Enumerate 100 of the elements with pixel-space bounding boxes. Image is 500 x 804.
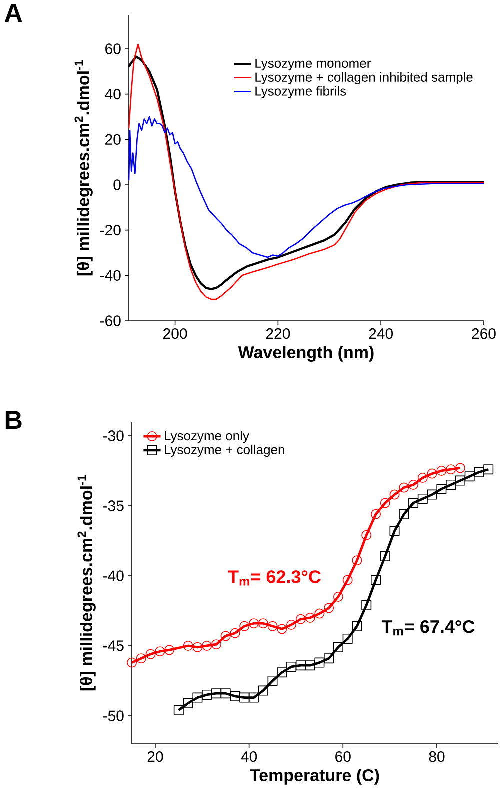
point [296, 660, 306, 671]
y-tick-label: 0 [114, 180, 121, 190]
point [268, 676, 278, 686]
point [183, 698, 194, 708]
x-tick-label: 220 [266, 328, 290, 340]
point [474, 467, 484, 478]
point [418, 473, 428, 483]
x-tick-label: 60 [336, 752, 351, 762]
legend-label: Lysozyme only [165, 431, 250, 444]
point [352, 556, 362, 566]
x-tick-label: 40 [241, 752, 258, 762]
point [427, 490, 438, 500]
point [202, 641, 212, 651]
point [399, 482, 410, 493]
point [277, 668, 288, 678]
point [390, 490, 400, 500]
point [380, 498, 390, 508]
point [408, 480, 419, 490]
point [334, 642, 344, 652]
legend-label: Lysozyme + collagen inhibited sample [256, 72, 473, 85]
x-axis-title: Wavelength (nm) [238, 346, 374, 362]
text: A [4, 4, 22, 22]
point [155, 646, 166, 657]
x-tick-label: 80 [429, 752, 445, 762]
y-tick-label: -35 [104, 500, 124, 512]
point [390, 526, 400, 536]
point [268, 621, 278, 632]
annotation: T$_{m}$= 62.3°C [228, 570, 322, 586]
point [258, 618, 268, 629]
y-axis-title: [θ] millidegrees.cm$^{2}$.dmol$^{-1}$ [74, 60, 94, 276]
point [286, 620, 297, 630]
x-tick-label: 20 [148, 752, 164, 762]
point [183, 641, 194, 651]
point [305, 612, 316, 623]
point [240, 692, 250, 703]
y-tick-label: 40 [105, 89, 121, 100]
point [230, 691, 240, 702]
point [371, 575, 382, 586]
point [484, 464, 494, 475]
point [164, 645, 175, 656]
y-tick-label: -20 [100, 225, 121, 236]
point [408, 498, 419, 508]
point [464, 472, 475, 482]
point [314, 608, 325, 619]
point [230, 628, 240, 638]
point [380, 551, 390, 562]
y-axis-title: [θ] millidegrees.cm$^{2}$.dmol$^{-1}$ [78, 475, 96, 691]
point [362, 530, 372, 540]
x-tick-label: 260 [472, 328, 496, 340]
point [296, 614, 306, 624]
point [427, 468, 438, 479]
y-tick-label: -50 [104, 710, 124, 722]
legend-label: Lysozyme fibrils [256, 86, 346, 98]
point [324, 603, 334, 614]
point [286, 662, 297, 672]
point [136, 654, 146, 664]
point [202, 690, 212, 700]
point [174, 705, 184, 716]
point [212, 688, 222, 699]
annotation: T$_{m}$= 67.4°C [382, 620, 475, 636]
point [399, 509, 410, 520]
point [371, 509, 382, 520]
legend-label: Lysozyme monomer [256, 58, 372, 71]
point [220, 631, 231, 642]
point [436, 484, 447, 494]
x-axis-title: Temperature (C) [250, 769, 380, 785]
point [240, 621, 250, 632]
y-tick-label: 60 [106, 44, 121, 54]
y-tick-label: -60 [100, 316, 121, 326]
x-tick-label: 240 [369, 328, 394, 340]
y-tick-label: -40 [100, 270, 121, 281]
point [342, 575, 353, 586]
point [324, 654, 334, 664]
y-tick-label: -45 [104, 640, 124, 652]
point [220, 688, 231, 699]
point [456, 463, 466, 474]
point [446, 464, 456, 475]
point [146, 649, 156, 660]
point [258, 686, 268, 696]
point [456, 476, 466, 486]
point [418, 494, 428, 504]
text: B [6, 411, 22, 430]
point [127, 658, 138, 668]
point [362, 600, 372, 610]
point [249, 692, 260, 703]
point [446, 480, 456, 490]
point [436, 466, 447, 476]
point [192, 692, 203, 703]
point [277, 624, 288, 634]
point [249, 618, 260, 629]
point [342, 634, 353, 644]
point [314, 658, 325, 668]
x-tick-label: 200 [164, 328, 188, 340]
y-tick-label: -30 [104, 430, 124, 442]
y-tick-label: -40 [104, 570, 124, 582]
point [192, 642, 203, 652]
legend-label: Lysozyme + collagen [165, 444, 284, 458]
point [305, 660, 316, 671]
y-tick-label: 20 [106, 134, 121, 145]
point [352, 621, 362, 632]
